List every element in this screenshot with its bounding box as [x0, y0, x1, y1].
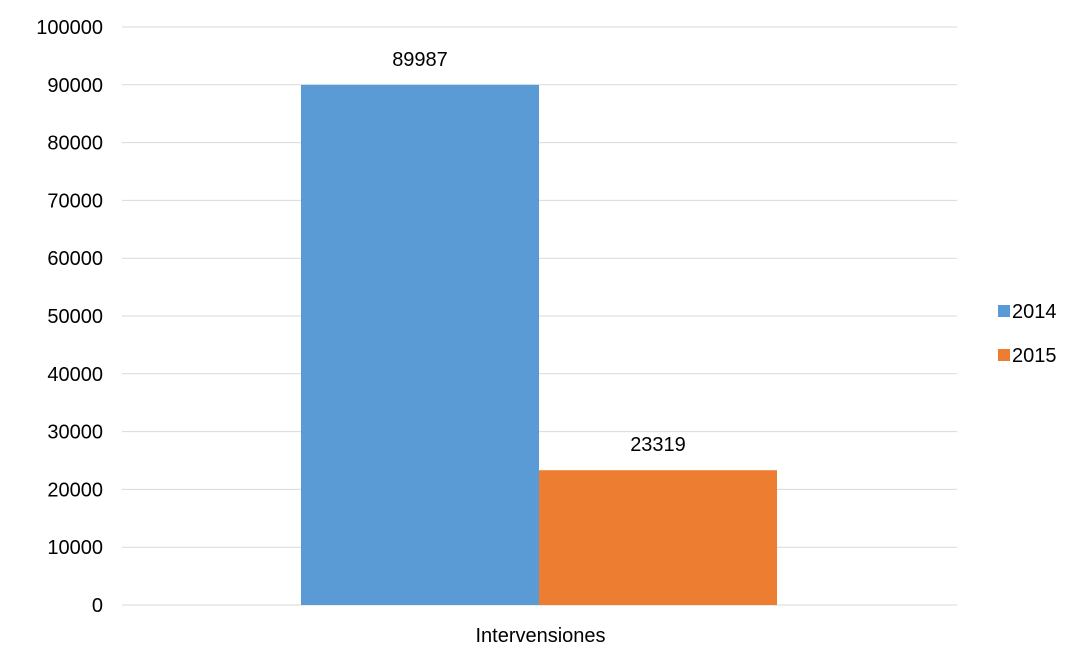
x-category-label: Intervensiones	[475, 625, 605, 647]
y-tick-label: 90000	[47, 75, 103, 97]
y-tick-label: 80000	[47, 133, 103, 155]
data-label: 23319	[630, 434, 686, 456]
y-tick-label: 20000	[47, 479, 103, 501]
y-tick-label: 0	[92, 595, 103, 617]
bar-2015	[539, 470, 777, 605]
y-tick-label: 70000	[47, 190, 103, 212]
legend-label: 2015	[1012, 345, 1057, 367]
y-tick-label: 50000	[47, 306, 103, 328]
legend-swatch-2015	[998, 349, 1010, 361]
y-tick-label: 60000	[47, 248, 103, 270]
y-tick-label: 100000	[36, 17, 103, 39]
data-label: 89987	[392, 49, 448, 71]
y-tick-label: 40000	[47, 364, 103, 386]
legend-swatch-2014	[998, 305, 1010, 317]
bar-2014	[301, 84, 539, 606]
legend-label: 2014	[1012, 301, 1057, 323]
y-tick-label: 30000	[47, 422, 103, 444]
y-tick-label: 10000	[47, 537, 103, 559]
